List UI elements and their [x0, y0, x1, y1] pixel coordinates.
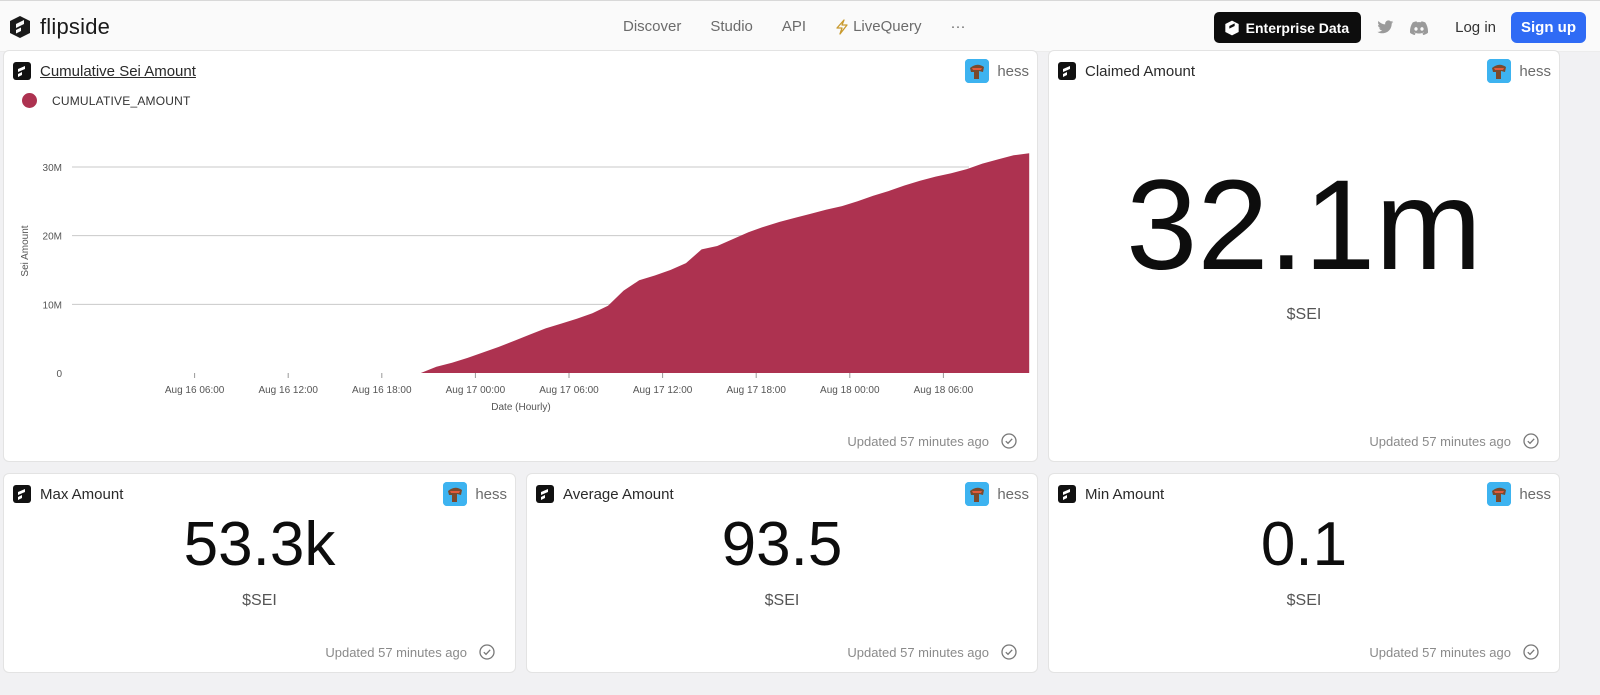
avatar — [443, 482, 468, 506]
x-tick-label: Aug 17 12:00 — [633, 385, 693, 396]
twitter-icon[interactable] — [1377, 20, 1394, 35]
author-link[interactable]: hess — [443, 482, 507, 506]
flipside-logo[interactable]: flipside — [8, 14, 110, 40]
flipside-logo-icon — [12, 484, 32, 504]
claimed-unit: $SEI — [1286, 306, 1322, 323]
updated-text: Updated 57 minutes ago — [1369, 433, 1511, 449]
average-unit: $SEI — [764, 592, 800, 609]
card-title[interactable]: Cumulative Sei Amount — [40, 62, 196, 80]
enterprise-data-button[interactable]: Enterprise Data — [1213, 12, 1362, 43]
updated-text: Updated 57 minutes ago — [1369, 644, 1511, 660]
max-value: 53.3k — [183, 510, 336, 579]
updated-text: Updated 57 minutes ago — [847, 644, 989, 660]
avatar — [965, 59, 990, 83]
legend-label: CUMULATIVE_AMOUNT — [52, 93, 191, 108]
nav-livequery-label: LiveQuery — [853, 18, 922, 35]
updated-status: Updated 57 minutes ago — [847, 433, 1017, 449]
flipside-logo-icon — [12, 61, 32, 81]
min-amount-card: Min Amount hess 0.1 $SEI Updated 57 minu… — [1048, 473, 1560, 673]
x-tick-label: Aug 16 12:00 — [258, 385, 318, 396]
max-amount-card: Max Amount hess 53.3k $SEI Updated 57 mi… — [3, 473, 516, 673]
updated-text: Updated 57 minutes ago — [325, 644, 467, 660]
nav-livequery[interactable]: LiveQuery — [835, 18, 921, 35]
average-value: 93.5 — [721, 510, 843, 579]
author-name: hess — [1519, 62, 1551, 80]
card-title: Min Amount — [1085, 485, 1165, 503]
y-tick-label: 20M — [43, 232, 62, 243]
y-tick-label: 0 — [56, 369, 62, 380]
max-unit: $SEI — [242, 592, 277, 609]
updated-status: Updated 57 minutes ago — [1369, 433, 1539, 449]
enterprise-data-label: Enterprise Data — [1245, 19, 1350, 36]
author-name: hess — [475, 485, 507, 503]
x-tick-label: Aug 17 18:00 — [726, 385, 786, 396]
author-link[interactable]: hess — [1487, 59, 1551, 83]
min-unit: $SEI — [1286, 592, 1322, 609]
claimed-amount-card: Claimed Amount hess 32.1m $SEI Updated 5… — [1048, 50, 1560, 462]
updated-text: Updated 57 minutes ago — [847, 433, 989, 449]
brand-name: flipside — [40, 14, 111, 39]
avatar — [1487, 59, 1512, 83]
card-header: Claimed Amount hess — [1057, 59, 1551, 83]
y-tick-label: 30M — [43, 163, 62, 174]
card-header: Min Amount hess — [1057, 482, 1551, 506]
nav-discover[interactable]: Discover — [623, 18, 682, 35]
author-link[interactable]: hess — [1487, 482, 1551, 506]
card-title: Max Amount — [40, 485, 124, 503]
card-title: Average Amount — [563, 485, 674, 503]
chart-legend[interactable]: CUMULATIVE_AMOUNT — [22, 93, 191, 108]
card-header: Average Amount hess — [535, 482, 1029, 506]
updated-status: Updated 57 minutes ago — [847, 644, 1017, 660]
right-nav: Enterprise Data Log in Sign up — [1213, 12, 1586, 43]
nav-api[interactable]: API — [781, 18, 807, 35]
check-circle-icon[interactable] — [1001, 644, 1017, 660]
card-header: Cumulative Sei Amount hess — [12, 59, 1029, 83]
more-menu-button[interactable]: ··· — [950, 18, 966, 35]
signup-button[interactable]: Sign up — [1511, 12, 1586, 43]
updated-status: Updated 57 minutes ago — [325, 644, 495, 660]
avatar — [965, 482, 990, 506]
x-tick-label: Aug 16 18:00 — [352, 385, 412, 396]
cumulative-area-chart: 0 10M 20M 30M Aug 16 06:00 Aug 16 12:00 Aug 16… — [20, 153, 1030, 413]
discord-icon[interactable] — [1410, 20, 1429, 35]
author-name: hess — [997, 62, 1029, 80]
flipside-logo-icon — [10, 16, 30, 38]
card-header: Max Amount hess — [12, 482, 507, 506]
check-circle-icon[interactable] — [1523, 644, 1539, 660]
x-tick-label: Aug 17 00:00 — [446, 385, 506, 396]
cumulative-sei-card: 0 10M 20M 30M Aug 16 06:00 Aug 16 12:00 Aug 16… — [3, 50, 1038, 462]
x-tick-label: Aug 18 00:00 — [820, 385, 880, 396]
card-title: Claimed Amount — [1085, 62, 1196, 80]
legend-swatch — [22, 93, 37, 108]
lightning-icon — [836, 18, 848, 35]
x-tick-label: Aug 16 06:00 — [165, 385, 225, 396]
login-link[interactable]: Log in — [1455, 19, 1496, 36]
author-link[interactable]: hess — [965, 482, 1029, 506]
check-circle-icon[interactable] — [1001, 433, 1017, 449]
x-tick-label: Aug 18 06:00 — [914, 385, 974, 396]
author-name: hess — [997, 485, 1029, 503]
flipside-logo-icon — [535, 484, 555, 504]
y-tick-label: 10M — [43, 300, 62, 311]
avatar — [1487, 482, 1512, 506]
flipside-logo-icon — [1224, 20, 1239, 35]
nav-studio[interactable]: Studio — [710, 18, 753, 35]
top-nav: flipside Discover Studio API LiveQuery ·… — [0, 0, 1600, 52]
author-link[interactable]: hess — [965, 59, 1029, 83]
series-area-cumulative-amount — [420, 153, 1030, 373]
check-circle-icon[interactable] — [479, 644, 495, 660]
min-value: 0.1 — [1260, 510, 1348, 579]
updated-status: Updated 57 minutes ago — [1369, 644, 1539, 660]
main-nav: Discover Studio API LiveQuery ··· — [623, 18, 994, 35]
flipside-logo-icon — [1057, 61, 1077, 81]
check-circle-icon[interactable] — [1523, 433, 1539, 449]
y-axis-title: Sei Amount — [20, 225, 31, 276]
author-name: hess — [1519, 485, 1551, 503]
x-axis-title: Date (Hourly) — [491, 402, 550, 413]
x-tick-label: Aug 17 06:00 — [539, 385, 599, 396]
flipside-logo-icon — [1057, 484, 1077, 504]
claimed-value: 32.1m — [1126, 154, 1482, 297]
average-amount-card: Average Amount hess 93.5 $SEI Updated 57… — [526, 473, 1038, 673]
